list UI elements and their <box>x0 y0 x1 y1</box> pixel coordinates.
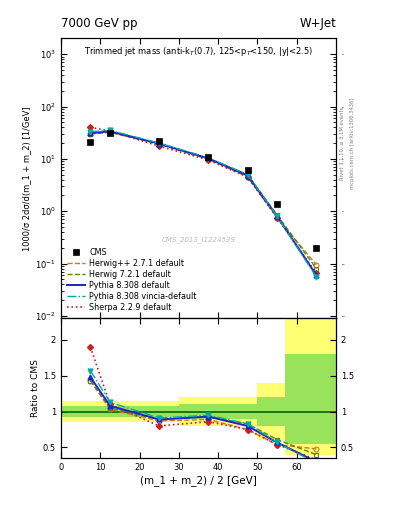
Herwig++ 2.7.1 default <box>88 131 93 137</box>
Text: mcplots.cern.ch [arXiv:1306.3436]: mcplots.cern.ch [arXiv:1306.3436] <box>350 98 355 189</box>
Pythia 8.308 vincia-default <box>157 140 162 146</box>
Line: Sherpa 2.2.9 default: Sherpa 2.2.9 default <box>90 127 316 273</box>
Herwig++ 2.7.1 default <box>275 215 279 221</box>
Herwig++ 2.7.1 default <box>157 141 162 147</box>
Pythia 8.308 vincia-default <box>108 127 112 134</box>
Herwig 7.2.1 default <box>275 212 279 218</box>
CMS <box>245 167 250 174</box>
CMS <box>275 201 279 207</box>
CMS <box>108 130 112 136</box>
Herwig 7.2.1 default <box>157 141 162 147</box>
Sherpa 2.2.9 default <box>245 174 250 180</box>
Line: Herwig++ 2.7.1 default: Herwig++ 2.7.1 default <box>90 133 316 265</box>
Text: W+Jet: W+Jet <box>299 17 336 30</box>
Pythia 8.308 vincia-default <box>275 213 279 219</box>
Sherpa 2.2.9 default <box>108 128 112 134</box>
Pythia 8.308 default <box>275 213 279 219</box>
Sherpa 2.2.9 default <box>275 215 279 221</box>
Pythia 8.308 default <box>245 173 250 179</box>
Herwig++ 2.7.1 default <box>206 156 211 162</box>
Sherpa 2.2.9 default <box>157 143 162 149</box>
Line: Pythia 8.308 vincia-default: Pythia 8.308 vincia-default <box>90 131 316 277</box>
Pythia 8.308 vincia-default <box>314 274 319 280</box>
Pythia 8.308 default <box>157 141 162 147</box>
X-axis label: (m_1 + m_2) / 2 [GeV]: (m_1 + m_2) / 2 [GeV] <box>140 475 257 486</box>
Pythia 8.308 vincia-default <box>206 155 211 161</box>
Herwig 7.2.1 default <box>108 129 112 135</box>
Herwig 7.2.1 default <box>206 155 211 161</box>
CMS <box>88 139 93 145</box>
Pythia 8.308 vincia-default <box>245 172 250 178</box>
Text: Rivet 3.1.10, ≥ 3.1M events: Rivet 3.1.10, ≥ 3.1M events <box>340 106 345 180</box>
CMS <box>206 154 211 160</box>
Herwig++ 2.7.1 default <box>245 174 250 180</box>
Herwig 7.2.1 default <box>88 131 93 137</box>
Text: 7000 GeV pp: 7000 GeV pp <box>61 17 138 30</box>
Text: CMS_2013_I1224539: CMS_2013_I1224539 <box>162 237 235 243</box>
Herwig 7.2.1 default <box>314 266 319 272</box>
Pythia 8.308 default <box>88 130 93 136</box>
Line: CMS: CMS <box>87 130 320 251</box>
Herwig 7.2.1 default <box>245 172 250 178</box>
CMS <box>157 138 162 144</box>
Pythia 8.308 default <box>206 155 211 161</box>
Legend: CMS, Herwig++ 2.7.1 default, Herwig 7.2.1 default, Pythia 8.308 default, Pythia : CMS, Herwig++ 2.7.1 default, Herwig 7.2.… <box>65 245 199 314</box>
Pythia 8.308 default <box>314 272 319 278</box>
Y-axis label: Ratio to CMS: Ratio to CMS <box>31 359 40 417</box>
Line: Pythia 8.308 default: Pythia 8.308 default <box>90 132 316 275</box>
Pythia 8.308 default <box>108 129 112 135</box>
Sherpa 2.2.9 default <box>88 124 93 131</box>
Sherpa 2.2.9 default <box>206 157 211 163</box>
Y-axis label: 1000/σ 2dσ/d(m_1 + m_2) [1/GeV]: 1000/σ 2dσ/d(m_1 + m_2) [1/GeV] <box>22 106 31 251</box>
Herwig++ 2.7.1 default <box>314 262 319 268</box>
Line: Herwig 7.2.1 default: Herwig 7.2.1 default <box>90 132 316 269</box>
Sherpa 2.2.9 default <box>314 270 319 276</box>
Pythia 8.308 vincia-default <box>88 129 93 135</box>
CMS <box>314 245 319 251</box>
Text: Trimmed jet mass (anti-k$_T$(0.7), 125<p$_T$<150, |y|<2.5): Trimmed jet mass (anti-k$_T$(0.7), 125<p… <box>84 46 313 58</box>
Herwig++ 2.7.1 default <box>108 130 112 136</box>
